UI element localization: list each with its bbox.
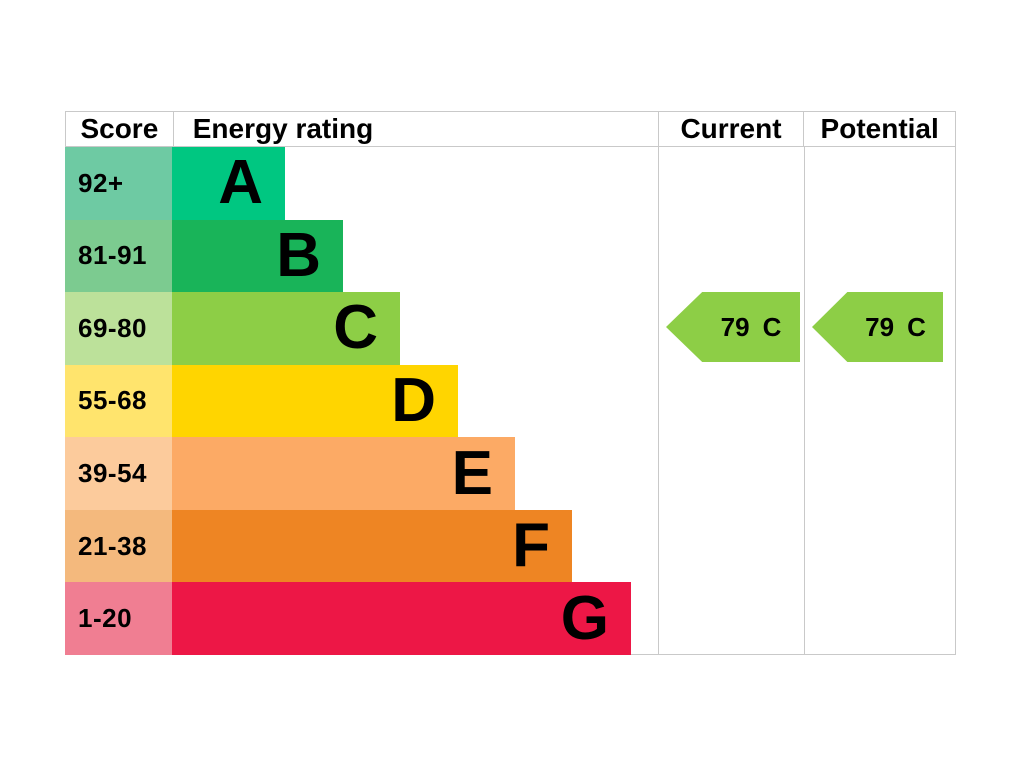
band-row-a: 92+ A [65, 147, 955, 220]
band-letter-a: A [218, 148, 263, 218]
band-letter-d: D [391, 365, 436, 435]
band-row-d: 55-68 D [65, 364, 955, 438]
header-score: Score [80, 113, 159, 144]
score-range-g: 1-20 [65, 582, 172, 655]
band-letter-f: F [512, 511, 550, 581]
rating-bar-e: E [172, 437, 515, 510]
header-energy-rating: Energy rating [172, 112, 658, 146]
score-range-b: 81-91 [65, 219, 172, 293]
band-letter-c: C [333, 293, 378, 363]
current-rating-value: 79 [720, 312, 750, 342]
header-current: Current [657, 112, 804, 146]
band-row-b: 81-91 B [65, 219, 955, 293]
band-row-e: 39-54 E [65, 437, 955, 510]
rating-bar-d: D [172, 364, 458, 438]
chart-body: 92+ A 81-91 B 69-80 C 55-68 D 39-54 E 21-38 F 1-20 G … [65, 147, 956, 655]
band-row-c: 69-80 C [65, 292, 955, 365]
score-range-f: 21-38 [65, 509, 172, 583]
band-letter-g: G [560, 583, 609, 653]
header-potential: Potential [803, 112, 955, 146]
score-range-e: 39-54 [65, 437, 172, 510]
epc-rating-chart: Score Energy rating Current Potential 92… [65, 111, 956, 655]
score-range-d: 55-68 [65, 364, 172, 438]
rating-bar-a: A [172, 147, 285, 220]
band-letter-e: E [451, 438, 493, 508]
rating-bar-b: B [172, 219, 343, 293]
rating-bar-c: C [172, 292, 400, 365]
band-letter-b: B [276, 220, 321, 290]
band-rows: 92+ A 81-91 B 69-80 C 55-68 D 39-54 E 21-38 F 1-20 G [65, 147, 955, 655]
band-row-g: 1-20 G [65, 582, 955, 655]
score-range-a: 92+ [65, 147, 172, 220]
current-rating-grade: C [762, 312, 782, 342]
current-column-divider [658, 147, 659, 654]
band-row-f: 21-38 F [65, 509, 955, 583]
rating-bar-f: F [172, 509, 572, 583]
potential-column-divider [804, 147, 805, 654]
rating-bar-g: G [172, 582, 631, 655]
score-range-c: 69-80 [65, 292, 172, 365]
header-row: Score Energy rating Current Potential [65, 111, 956, 147]
potential-rating-grade: C [907, 312, 926, 342]
potential-rating-value: 79 [865, 312, 895, 342]
